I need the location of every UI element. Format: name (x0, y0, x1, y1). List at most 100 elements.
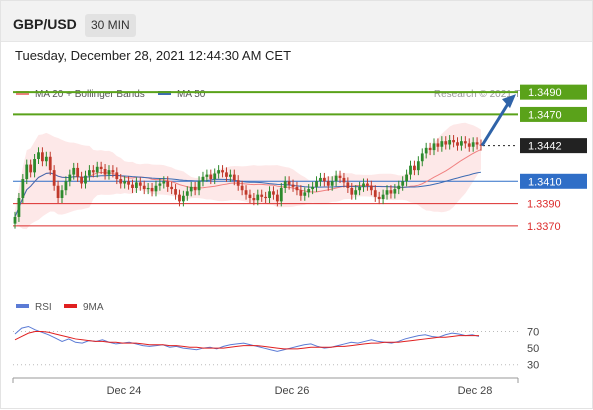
candle-body (236, 180, 240, 186)
candle-body (228, 174, 232, 177)
candle-body (17, 198, 21, 217)
candle-body (268, 191, 271, 198)
candle-body (420, 153, 424, 162)
level-tag-label: 1.3470 (528, 109, 562, 121)
candle-body (37, 152, 40, 159)
candle-body (95, 166, 99, 173)
candle-body (303, 192, 307, 196)
candle-body (385, 190, 389, 195)
candle-body (279, 187, 283, 202)
candle-body (366, 183, 369, 186)
x-tick-label: Dec 24 (107, 385, 142, 397)
candle-body (158, 183, 162, 186)
x-tick-label: Dec 28 (458, 385, 493, 397)
x-tick-label: Dec 26 (275, 385, 310, 397)
candle-body (134, 182, 138, 188)
candle-body (197, 181, 201, 191)
candle-body (322, 177, 326, 182)
candle-body (181, 195, 185, 202)
candle-body (401, 181, 405, 186)
candle-body (115, 172, 119, 180)
candle-body (84, 175, 87, 184)
forecast-arrow (480, 94, 516, 147)
candle-body (52, 170, 56, 186)
candle-body (56, 185, 60, 198)
candle-body (21, 179, 25, 198)
candle-body (221, 170, 224, 173)
candle-body (377, 196, 381, 200)
candle-body (217, 170, 221, 174)
candle-body (193, 186, 197, 191)
candle-body (185, 191, 189, 196)
candle-body (252, 198, 256, 201)
rsi-9ma-line (14, 330, 479, 350)
level-tag-box (520, 138, 587, 154)
level-tag-label: 1.3370 (527, 221, 561, 233)
candle-body (154, 185, 158, 192)
candle-body (460, 141, 463, 146)
candle-body (389, 190, 393, 194)
bollinger-bands (15, 122, 481, 230)
level-tag-label: 1.3390 (527, 199, 561, 211)
ma50-line (14, 171, 482, 218)
candle-body (409, 165, 412, 175)
candle-body (225, 172, 228, 177)
candle-body (44, 156, 48, 162)
candle-body (91, 170, 95, 173)
candle-body (25, 164, 29, 180)
candle-body (264, 196, 268, 199)
candle-body (287, 181, 291, 185)
legend-swatch-rsi (16, 304, 29, 308)
candle-body (178, 194, 181, 202)
candle-body (41, 152, 44, 162)
candle-body (373, 190, 377, 197)
candle-body (205, 174, 209, 177)
candle-body (315, 181, 318, 187)
level-tag-label: 1.3442 (528, 141, 562, 153)
candle-body (244, 190, 248, 195)
candle-body (319, 177, 322, 182)
rsi-panel: 70 50 30 (13, 325, 539, 372)
candle-body (29, 164, 33, 173)
candle-body (111, 170, 115, 173)
candle-body (123, 181, 127, 184)
candle-body (299, 190, 303, 196)
rsi-line (14, 325, 480, 352)
candle-body (64, 181, 68, 191)
candle-body (13, 216, 17, 224)
candle-body (397, 185, 401, 190)
candle-body (60, 190, 64, 198)
candle-body (416, 161, 420, 171)
candle-body (463, 141, 467, 144)
candle-body (428, 147, 432, 151)
legend-label-rsi: RSI (35, 302, 52, 313)
candle-body (174, 189, 177, 195)
candle-body (295, 186, 299, 191)
legend-swatch-9ma (64, 304, 77, 308)
level-tag-box (520, 84, 587, 100)
candle-body (272, 191, 275, 195)
candle-body (48, 156, 52, 171)
forecast-arrow-head (502, 94, 516, 109)
candle-body (330, 181, 334, 186)
timeframe-badge[interactable]: 30 MIN (85, 14, 136, 37)
chart-header: GBP/USD 30 MIN (1, 1, 592, 42)
candle-body (150, 187, 154, 192)
candle-body (291, 184, 295, 187)
level-tags: 1.3490 1.3470 1.3442 1.3410 1.3390 1.3370 (520, 84, 587, 233)
candle-body (33, 159, 36, 173)
candle-body (369, 185, 373, 191)
candle-body (88, 170, 91, 176)
candle-body (479, 144, 483, 146)
candle-body (467, 143, 471, 147)
candle-body (162, 181, 166, 184)
candle-body (440, 141, 444, 147)
candle-body (76, 167, 80, 177)
candle-body (326, 181, 330, 186)
candle-body (307, 189, 311, 193)
candle-body (334, 175, 338, 182)
candle-body (127, 181, 130, 185)
candle-body (413, 165, 416, 171)
candle-body (346, 182, 350, 188)
